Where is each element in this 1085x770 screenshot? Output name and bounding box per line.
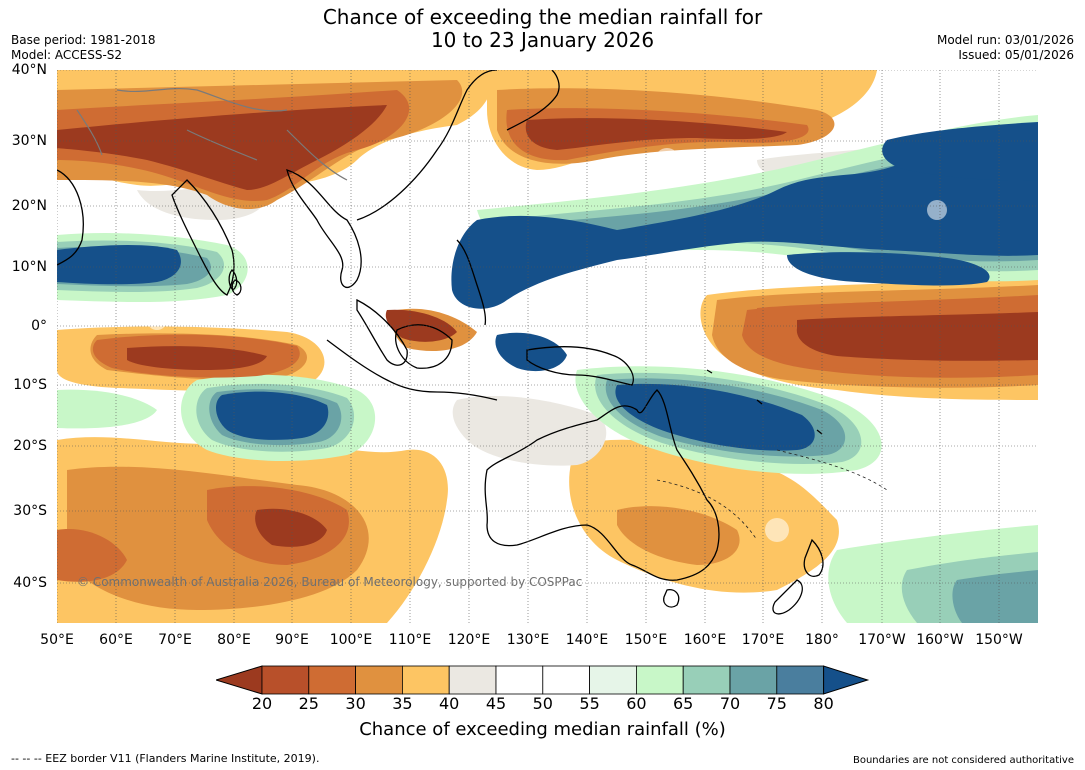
colorbar-segment (308, 665, 357, 695)
lon-label: 170°E (741, 632, 785, 648)
colorbar-tick-label: 20 (251, 694, 273, 713)
lat-label: 20°N (11, 198, 47, 214)
colorbar-tick-label: 60 (626, 694, 647, 713)
colorbar-segment (355, 665, 403, 695)
colorbar-label: Chance of exceeding median rainfall (%) (359, 719, 726, 740)
lon-label: 100°E (329, 632, 373, 648)
lat-label: 20°S (13, 438, 47, 454)
colorbar-segment (729, 665, 778, 695)
lon-label: 60°E (99, 632, 133, 648)
colorbar-tick-label: 45 (485, 694, 507, 713)
colorbar-segment (401, 665, 450, 695)
lon-label: 160°E (683, 632, 727, 648)
colorbar-segment (589, 665, 637, 695)
colorbar (214, 665, 870, 695)
colorbar-segment (542, 665, 590, 695)
lon-label: 90°E (275, 632, 309, 648)
colorbar-extend-low (214, 665, 263, 695)
lon-label: 130°E (506, 632, 550, 648)
lon-label: 50°E (40, 632, 74, 648)
lon-label: 180° (805, 632, 839, 648)
map-title-line2: 10 to 23 January 2026 (430, 28, 655, 52)
colorbar-tick-label: 35 (392, 694, 413, 713)
lon-label: 80°E (217, 632, 251, 648)
eez-borders (656, 449, 888, 541)
country-borders (76, 87, 348, 181)
lon-label: 170°W (858, 632, 906, 648)
lon-label: 150°W (975, 632, 1023, 648)
colorbar-extend-high (823, 665, 870, 695)
eez-source-note: -- -- -- EEZ border V11 (Flanders Marine… (11, 752, 320, 765)
colorbar-tick-label: 55 (579, 694, 600, 713)
colorbar-segment (776, 665, 824, 695)
colorbar-tick-label: 50 (532, 694, 553, 713)
model-run-label: Model run: 03/01/2026 (936, 33, 1074, 47)
lat-label: 40°N (11, 62, 47, 78)
rainfall-map: © Commonwealth of Australia 2026, Bureau… (57, 70, 1038, 623)
base-period-label: Base period: 1981-2018 (11, 33, 156, 47)
rainfall-field-dry-equatorial (92, 296, 1038, 378)
lat-label: 10°N (11, 259, 47, 275)
lat-label: 10°S (13, 377, 47, 393)
coastlines (57, 70, 824, 615)
boundaries-disclaimer: Boundaries are not considered authoritat… (852, 755, 1074, 766)
graticule (57, 70, 1038, 623)
colorbar-segment (495, 665, 544, 695)
lon-label: 110°E (388, 632, 432, 648)
copyright-notice: © Commonwealth of Australia 2026, Bureau… (77, 575, 582, 589)
lon-label: 150°E (624, 632, 668, 648)
rainfall-noise-texture (147, 148, 1031, 606)
colorbar-segment (635, 665, 684, 695)
colorbar-tick-label: 65 (673, 694, 694, 713)
colorbar-tick-label: 30 (345, 694, 366, 713)
colorbar-segment (261, 665, 310, 695)
lat-label: 30°N (11, 133, 47, 149)
colorbar-tick-label: 75 (766, 694, 787, 713)
issued-label: Issued: 05/01/2026 (958, 48, 1074, 62)
model-label: Model: ACCESS-S2 (11, 48, 123, 62)
lon-label: 70°E (158, 632, 192, 648)
lat-label: 30°S (13, 503, 47, 519)
colorbar-tick-label: 40 (439, 694, 460, 713)
lon-label: 160°W (916, 632, 964, 648)
lon-label: 120°E (447, 632, 491, 648)
colorbar-tick-label: 70 (719, 694, 741, 713)
colorbar-tick-label: 25 (298, 694, 319, 713)
colorbar-tick-label: 80 (813, 694, 834, 713)
colorbar-segment (682, 665, 731, 695)
lat-label: 40°S (13, 575, 47, 591)
lat-label: 0° (31, 318, 47, 334)
map-title-line1: Chance of exceeding the median rainfall … (322, 5, 763, 29)
lon-label: 140°E (565, 632, 609, 648)
colorbar-segment (448, 665, 497, 695)
